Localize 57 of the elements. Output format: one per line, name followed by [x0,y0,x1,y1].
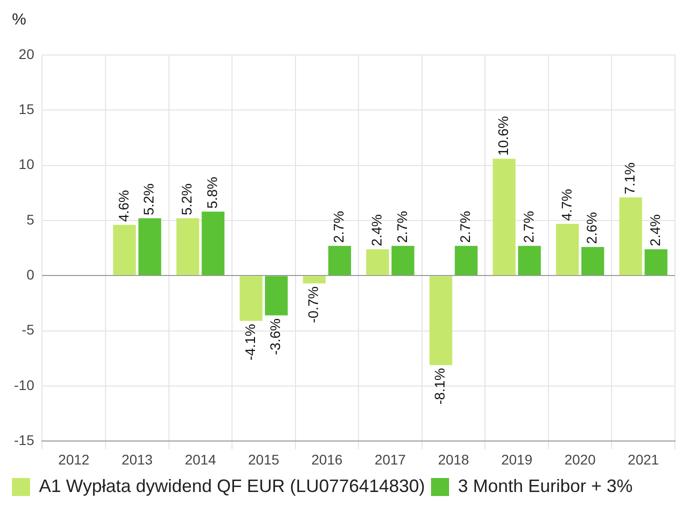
bar [392,246,414,276]
y-axis-title: % [12,11,26,28]
bar [492,158,516,276]
data-label: 7.1% [622,162,638,194]
bar [581,246,604,276]
data-label: 2.7% [457,210,474,243]
y-tick-label: -5 [22,322,34,338]
legend-label: A1 Wypłata dywidend QF EUR (LU0776414830) [39,476,426,496]
x-tick-label: 2021 [628,451,660,468]
data-label: 10.6% [495,116,512,156]
data-label: -0.7% [305,286,322,323]
bar [240,276,262,321]
x-tick-label: 2015 [248,451,280,468]
data-label: -8.1% [432,368,448,405]
bar [518,246,541,276]
bar [556,224,579,276]
y-tick-label: 5 [26,211,34,228]
bar [454,246,478,276]
data-label: 2.7% [330,210,346,243]
x-tick-label: 2016 [311,451,343,468]
bar [113,224,136,276]
data-label: 5.2% [178,183,195,216]
x-tick-label: 2014 [184,451,216,468]
y-tick-label: 20 [18,46,34,62]
x-tick-label: 2012 [58,451,90,468]
bar [176,218,200,276]
x-tick-label: 2020 [564,451,596,468]
y-tick-label: -15 [14,432,34,448]
bar [138,218,162,276]
bar [302,276,326,284]
data-label: 4.7% [558,188,574,221]
x-tick-label: 2013 [122,451,153,468]
bar [202,212,224,276]
data-label: -4.1% [242,324,258,361]
bar [619,197,642,276]
data-label: 2.7% [394,210,410,243]
y-tick-label: 10 [18,156,34,172]
x-tick-label: 2019 [501,451,533,468]
data-label: 5.8% [204,176,220,209]
x-tick-label: 2017 [374,451,406,468]
x-tick-label: 2018 [438,451,470,468]
data-label: 4.6% [115,190,132,222]
y-tick-label: -10 [14,376,34,393]
bar [264,276,288,316]
data-label: 2.7% [520,210,536,243]
data-label: 2.4% [368,214,384,246]
legend-label: 3 Month Euribor + 3% [458,476,633,496]
bar [328,246,352,276]
bar [366,249,389,276]
y-tick-label: 0 [26,266,34,283]
data-label: 2.6% [584,212,600,244]
data-label: 2.4% [646,214,663,246]
bar [429,276,452,366]
y-tick-label: 15 [18,101,34,118]
data-label: -3.6% [267,318,284,355]
data-label: 5.2% [140,183,157,216]
bar [644,249,668,276]
